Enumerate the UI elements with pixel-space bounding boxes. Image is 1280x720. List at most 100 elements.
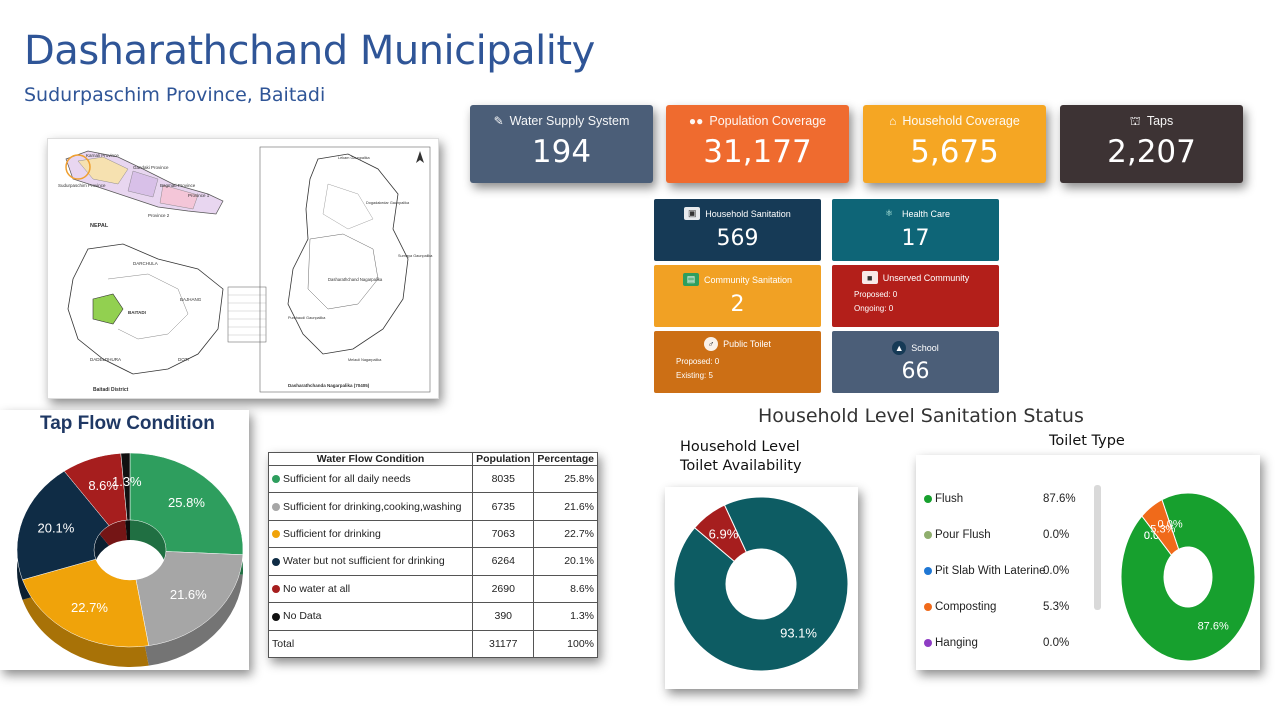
pie-slice[interactable]	[1120, 492, 1256, 662]
legend-dot	[272, 475, 280, 484]
faucet-icon: ⛫	[1129, 114, 1141, 128]
card-label: Household Sanitation	[705, 208, 791, 219]
legend-label: Flush	[935, 493, 964, 505]
map-label: Melauli Nagarpalika	[348, 358, 382, 362]
legend-item[interactable]: Flush 87.6%	[924, 493, 1076, 505]
pie-slice[interactable]	[693, 504, 747, 563]
stat-value: 2,207	[1107, 134, 1196, 170]
column-header: Population	[472, 452, 535, 466]
map-label: NEPAL	[90, 223, 109, 229]
legend-item[interactable]: Pit Slab With Laterine 0.0%	[924, 565, 1074, 577]
table-row: Sufficient for all daily needs 8035 25.8%	[267, 464, 598, 494]
stat-label: Taps	[1146, 114, 1174, 128]
row-percentage: 8.6%	[533, 574, 598, 604]
total-label: Total	[267, 629, 474, 659]
pie-data-label: 87.6%	[1198, 621, 1229, 633]
tap-flow-panel: 25.8% 21.6% 22.7% 20.1% 8.6% 1.3%	[0, 410, 249, 670]
row-label-text: No water at all	[283, 582, 351, 595]
map-label: DOTI	[178, 357, 189, 362]
pie-slice[interactable]	[22, 558, 150, 648]
row-label-text: Sufficient for all daily needs	[283, 473, 411, 486]
legend-value: 0.0%	[1043, 565, 1070, 577]
tap-flow-title: Tap Flow Condition	[40, 413, 215, 434]
map-label: Province 1	[188, 193, 210, 198]
pie-data-label: 0.0%	[1158, 519, 1183, 531]
legend-value: 87.6%	[1043, 493, 1076, 505]
card-school: ▲ School 66	[832, 331, 999, 393]
legend-scrollbar[interactable]	[1094, 485, 1101, 610]
row-population: 7063	[472, 519, 535, 549]
pie-slice[interactable]	[16, 470, 110, 581]
pie-slice[interactable]	[1141, 498, 1180, 557]
column-header: Water Flow Condition	[267, 452, 474, 466]
row-percentage: 21.6%	[533, 492, 598, 521]
legend-label: Composting	[935, 601, 997, 613]
card-value: 569	[716, 226, 759, 251]
row-population: 2690	[472, 574, 535, 604]
row-label-text: Sufficient for drinking,cooking,washing	[283, 500, 462, 513]
legend-label: Pit Slab With Laterine	[935, 565, 1046, 577]
map-label: BAJHANG	[180, 297, 202, 302]
row-percentage: 1.3%	[533, 602, 598, 631]
row-percentage: 22.7%	[533, 519, 598, 549]
pie-data-label: 8.6%	[88, 478, 118, 493]
legend-item[interactable]: Hanging 0.0%	[924, 637, 1074, 649]
home-icon: ⌂	[889, 114, 897, 128]
map-label: Karnali Province	[86, 153, 119, 158]
legend-label: Pour Flush	[935, 529, 991, 541]
legend-dot	[924, 602, 932, 611]
restroom-icon: ♂	[704, 337, 719, 351]
legend-dot	[924, 494, 932, 503]
pie-data-label: 5.3%	[1150, 523, 1175, 535]
pie-data-label: 1.3%	[112, 474, 142, 489]
map-label: Province 2	[148, 213, 170, 218]
legend-item[interactable]: Composting 5.3%	[924, 601, 1074, 613]
users-icon: ●●	[688, 114, 704, 128]
pie-slice[interactable]	[120, 452, 131, 521]
map-label: Gandaki Province	[133, 165, 169, 170]
row-label-text: Sufficient for drinking	[283, 528, 381, 541]
row-label: Sufficient for drinking	[267, 519, 474, 549]
legend-dot	[924, 530, 932, 539]
card-value: 17	[901, 226, 930, 251]
stat-label: Water Supply System	[509, 114, 630, 128]
toilet-availability-pie-chart: 93.1% 6.9%	[673, 496, 849, 672]
legend-item[interactable]: Pour Flush 0.0%	[924, 529, 1074, 541]
row-label-text: No Data	[283, 610, 322, 623]
table-row: Sufficient for drinking,cooking,washing 6…	[267, 492, 598, 521]
legend-value: 0.0%	[1043, 637, 1070, 649]
row-percentage: 20.1%	[533, 547, 598, 576]
row-label-text: Water but not sufficient for drinking	[283, 555, 445, 568]
pie-data-label: 20.1%	[37, 521, 74, 536]
pencil-square-icon: ✎	[493, 114, 504, 128]
card-unserved-community: ■ Unserved Community Proposed: 0 Ongoing:…	[832, 265, 999, 327]
row-population: 8035	[472, 464, 535, 494]
row-population: 390	[472, 602, 535, 631]
pie-slice[interactable]	[673, 496, 849, 672]
card-label: Public Toilet	[723, 339, 771, 349]
stat-card-taps: ⛫ Taps 2,207	[1060, 105, 1243, 183]
legend-value: 0.0%	[1043, 529, 1070, 541]
legend-dot	[924, 638, 932, 647]
table-row: Water but not sufficient for drinking 626…	[267, 547, 598, 576]
water-flow-table: Water Flow Condition Population Percenta…	[267, 452, 598, 659]
pie-slice[interactable]	[135, 551, 244, 646]
row-population: 6735	[472, 492, 535, 521]
row-label: Sufficient for all daily needs	[267, 464, 474, 494]
stat-value: 194	[531, 134, 592, 170]
card-proposed: Proposed: 0	[854, 290, 898, 299]
row-population: 6264	[472, 547, 535, 576]
stat-value: 31,177	[703, 134, 812, 170]
stat-label: Population Coverage	[709, 114, 827, 128]
pie-slice[interactable]	[129, 452, 244, 555]
map-label: Dogadakedar Gaunpalika	[366, 201, 410, 205]
table-header-row: Water Flow Condition Population Percenta…	[267, 452, 598, 466]
legend-dot	[272, 530, 280, 539]
map-label: DARCHULA	[133, 261, 158, 266]
card-existing: Existing: 5	[676, 371, 713, 380]
table-row: No water at all 2690 8.6%	[267, 574, 598, 604]
page-title: Dasharathchand Municipality	[24, 28, 595, 74]
card-label: School	[911, 343, 939, 353]
toilet-availability-title: Household Level Toilet Availability	[680, 438, 842, 476]
total-percentage: 100%	[533, 629, 598, 659]
